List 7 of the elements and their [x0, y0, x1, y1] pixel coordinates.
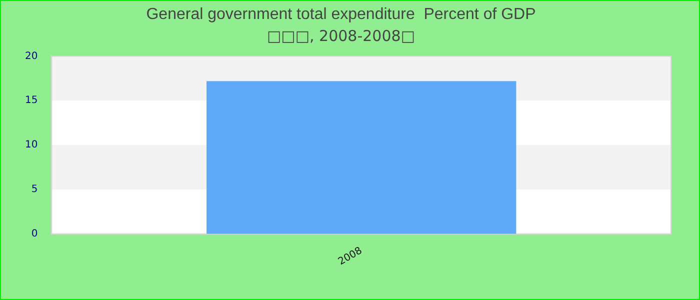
y-tick-label: 15 — [24, 95, 38, 106]
chart-subtitle: □□□, 2008-2008□ — [267, 27, 415, 46]
y-tick-label: 5 — [31, 184, 38, 196]
chart-title: General government total expenditure Percent of GDP — [146, 6, 536, 24]
y-tick-label: 0 — [31, 228, 38, 240]
y-tick-label: 10 — [24, 140, 38, 151]
y-tick-label: 20 — [24, 50, 38, 62]
